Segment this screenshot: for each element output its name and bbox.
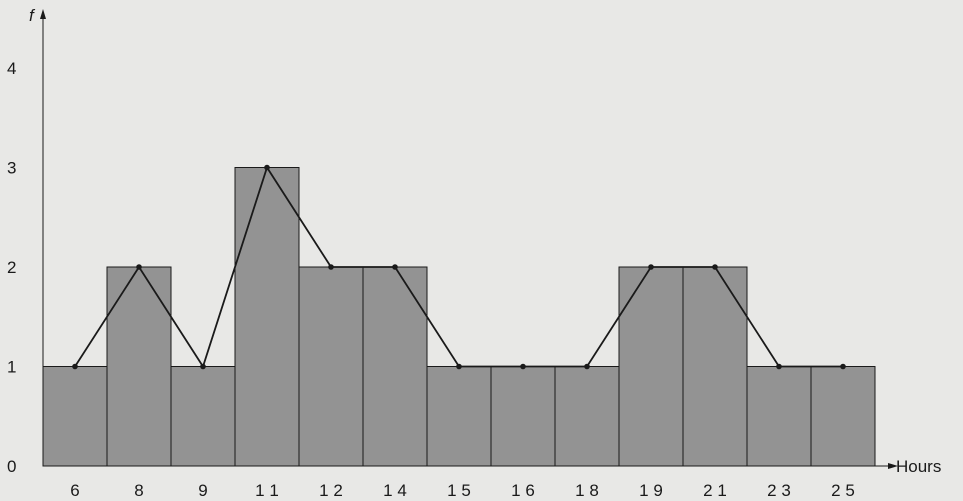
bar-0 <box>42 366 108 467</box>
axes-layer: f Hours <box>29 6 941 476</box>
bar-3 <box>234 167 300 467</box>
polygon-point-2 <box>200 363 206 370</box>
polygon-point-3 <box>264 164 270 171</box>
y-tick-label-1: 1 <box>7 358 16 377</box>
bar-7 <box>490 366 556 467</box>
bar-10 <box>682 266 748 467</box>
x-tick-label-4: 1 2 <box>319 481 343 500</box>
x-tick-label-0: 6 <box>70 481 79 500</box>
polygon-point-7 <box>520 363 526 370</box>
x-tick-label-9: 1 9 <box>639 481 663 500</box>
polygon-point-9 <box>648 264 654 270</box>
bar-12 <box>810 366 876 467</box>
x-tick-label-3: 1 1 <box>255 481 279 500</box>
x-tick-label-12: 2 5 <box>831 481 855 500</box>
bar-8 <box>554 366 620 467</box>
x-tick-label-10: 2 1 <box>703 481 727 500</box>
polygon-point-10 <box>712 264 718 270</box>
polygon-point-1 <box>136 264 142 270</box>
bar-1 <box>106 266 172 467</box>
y-tick-label-4: 4 <box>7 59 16 78</box>
y-tick-label-3: 3 <box>7 159 16 178</box>
bar-9 <box>618 266 684 467</box>
polygon-point-6 <box>456 363 462 370</box>
bar-2 <box>170 366 236 467</box>
x-axis-title: Hours <box>896 457 941 476</box>
y-tick-label-2: 2 <box>7 258 16 277</box>
x-tick-label-8: 1 8 <box>575 481 599 500</box>
x-tick-labels: 6 8 9 1 1 1 2 1 4 1 5 1 6 1 8 1 9 2 1 2 3 2 5 <box>70 481 855 500</box>
x-tick-label-6: 1 5 <box>447 481 471 500</box>
polygon-point-11 <box>776 363 782 370</box>
bar-4 <box>298 266 364 467</box>
x-tick-label-7: 1 6 <box>511 481 535 500</box>
x-axis-arrow <box>888 463 898 469</box>
polygon-point-5 <box>392 264 398 270</box>
frequency-polygon-layer <box>72 164 846 370</box>
bars-layer <box>42 167 876 467</box>
x-tick-label-2: 9 <box>198 481 207 500</box>
polygon-point-12 <box>840 363 846 370</box>
bar-5 <box>362 266 428 467</box>
polygon-point-0 <box>72 363 78 370</box>
y-tick-label-0: 0 <box>7 457 16 476</box>
x-tick-label-11: 2 3 <box>767 481 791 500</box>
polygon-point-8 <box>584 363 590 370</box>
y-axis-title: f <box>29 6 36 25</box>
polygon-point-4 <box>328 264 334 270</box>
y-tick-labels: 0 1 2 3 4 <box>7 59 16 476</box>
x-tick-label-1: 8 <box>134 481 143 500</box>
bar-6 <box>426 366 492 467</box>
x-tick-label-5: 1 4 <box>383 481 407 500</box>
y-axis-arrow <box>40 9 46 19</box>
bar-11 <box>746 366 812 467</box>
